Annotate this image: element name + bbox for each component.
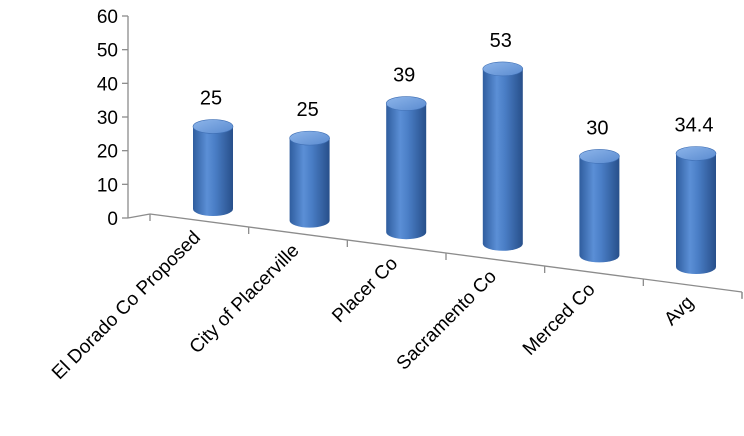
y-tick-label: 50 xyxy=(97,41,118,62)
bar-top xyxy=(289,130,330,146)
data-label: 30 xyxy=(586,117,608,139)
bar-top xyxy=(579,149,620,164)
bar-top xyxy=(385,96,427,111)
category-label: Sacramento Co xyxy=(393,266,501,374)
bar-body xyxy=(386,103,427,240)
data-label: 53 xyxy=(490,30,512,52)
floor-depth-line xyxy=(127,213,151,219)
y-tick-label: 20 xyxy=(97,142,118,163)
bar-body xyxy=(193,126,233,216)
category-label: City of Placerville xyxy=(186,240,304,358)
data-labels: 25 25 39 53 30 34.4 xyxy=(200,30,714,139)
category-label: Placer Co xyxy=(328,253,402,327)
bar-top xyxy=(192,119,234,134)
y-tick-label: 30 xyxy=(97,108,118,129)
bar xyxy=(482,61,524,251)
category-label: Merced Co xyxy=(519,279,600,360)
bar xyxy=(289,130,330,228)
bar-body xyxy=(289,138,330,228)
bar-body xyxy=(482,68,523,251)
bar xyxy=(675,146,717,274)
y-tick-label: 10 xyxy=(97,175,118,196)
bar xyxy=(192,119,234,216)
bar-series xyxy=(192,61,717,274)
y-tick-label: 60 xyxy=(97,7,118,28)
bar xyxy=(385,96,427,240)
data-label: 25 xyxy=(200,88,222,110)
bar-top xyxy=(482,61,524,77)
bar xyxy=(579,149,620,263)
data-label: 39 xyxy=(393,65,415,87)
y-axis-ticks: 0 10 20 30 40 50 60 xyxy=(97,7,128,230)
y-tick-label: 0 xyxy=(107,209,118,230)
y-tick-label: 40 xyxy=(97,74,118,95)
data-label: 34.4 xyxy=(675,115,714,137)
bar-body xyxy=(676,153,716,274)
category-label: Avg xyxy=(660,292,698,330)
bar-top xyxy=(675,146,717,161)
data-label: 25 xyxy=(296,99,318,121)
bar-body xyxy=(579,156,620,263)
category-label: El Dorado Co Proposed xyxy=(48,227,205,384)
